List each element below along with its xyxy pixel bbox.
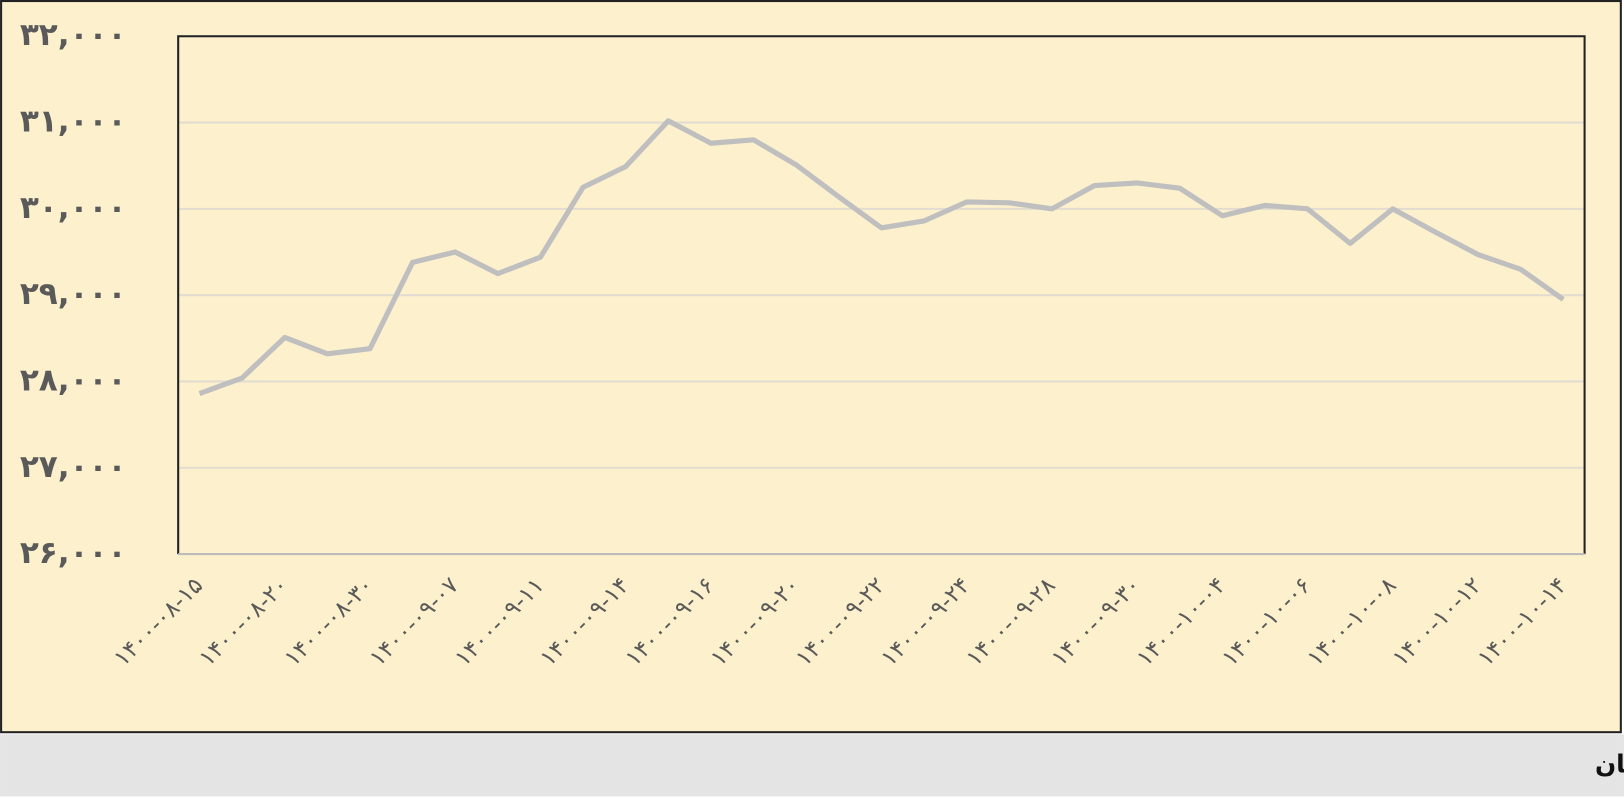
plot-frame [177, 35, 1586, 555]
caption: قیمت دلار از نیمه آبان ماه تاکنون - ارقا… [1595, 748, 1624, 779]
y-tick-label: ۲۹,۰۰۰ [20, 276, 127, 312]
caption-bar [0, 734, 1624, 797]
y-tick-label: ۲۶,۰۰۰ [20, 535, 127, 571]
y-tick-label: ۲۷,۰۰۰ [20, 449, 127, 485]
line [198, 118, 1565, 396]
y-tick-label: ۲۸,۰۰۰ [20, 362, 127, 398]
y-tick-label: ۳۱,۰۰۰ [20, 104, 127, 140]
y-tick-label: ۳۲,۰۰۰ [20, 17, 127, 53]
y-tick-label: ۳۰,۰۰۰ [20, 190, 127, 226]
